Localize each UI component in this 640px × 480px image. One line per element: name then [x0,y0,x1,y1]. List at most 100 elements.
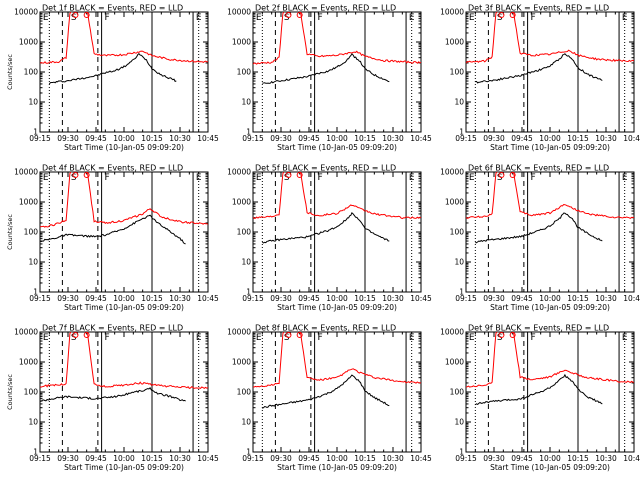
plot-title: Det 8f BLACK = Events, RED = LLD [255,324,396,333]
plot-title: Det 4f BLACK = Events, RED = LLD [42,164,183,173]
x-axis-label: Start Time (10-Jan-05 09:09:20) [490,143,610,152]
x-tick-label: 09:45 [298,454,320,463]
x-axis-label: Start Time (10-Jan-05 09:09:20) [277,463,397,472]
x-tick-label: 10:45 [410,454,432,463]
segment-marker: F [104,13,109,23]
x-tick-label: 10:15 [141,294,163,303]
detector-plot-5: 1 10 100 1000 10000 09:15 09:30 09:45 10:00 10:15… [227,164,432,313]
y-tick-label: 10000 [227,8,251,17]
x-tick-label: 10:00 [326,134,348,143]
x-tick-label: 09:45 [85,454,107,463]
series-line-lld [40,172,208,228]
saturation-marker [296,12,303,18]
x-tick-label: 09:30 [270,134,292,143]
segment-marker: E [196,333,202,343]
segment-marker: E [622,333,628,343]
x-tick-label: 10:45 [197,294,219,303]
segment-marker: E [622,13,628,23]
segment-marker: E [256,173,262,183]
series-line-lld [253,332,421,388]
x-tick-label: 09:45 [511,454,533,463]
detector-plot-8: 1 10 100 1000 10000 09:15 09:30 09:45 10:00 10:15… [227,324,432,473]
series-line-lld [40,332,208,390]
y-tick-label: 1 [459,448,464,457]
segment-marker: S [497,13,503,23]
y-tick-label: 1000 [445,198,464,207]
segment-marker: F [104,173,109,183]
y-tick-label: 10000 [14,8,38,17]
saturation-marker [509,172,516,178]
detector-plot-7: 1 10 100 1000 10000 09:15 09:30 09:45 10:00 10:15… [6,324,219,473]
x-tick-label: 09:30 [270,294,292,303]
plot-frame [39,11,209,133]
y-tick-label: 100 [450,68,465,77]
x-tick-label: 10:45 [623,454,640,463]
y-tick-label: 1 [459,128,464,137]
segment-marker: F [317,333,322,343]
x-tick-label: 09:30 [57,134,79,143]
series-line-lld [466,332,634,388]
y-tick-label: 10 [454,418,464,427]
saturation-marker [296,332,303,338]
series-line-events [262,52,390,84]
x-tick-label: 10:15 [141,454,163,463]
x-tick-label: 10:00 [326,454,348,463]
y-tick-label: 10 [28,98,38,107]
x-tick-label: 10:15 [567,134,589,143]
y-tick-label: 10000 [440,8,464,17]
y-tick-label: 10 [454,258,464,267]
x-tick-label: 10:15 [354,134,376,143]
segment-marker: S [284,333,290,343]
saturation-marker [72,332,79,338]
x-tick-label: 09:30 [270,454,292,463]
x-tick-label: 10:30 [595,294,617,303]
x-tick-label: 09:45 [511,134,533,143]
plot-title: Det 2f BLACK = Events, RED = LLD [255,4,396,13]
series-line-events [40,214,186,245]
plot-title: Det 5f BLACK = Events, RED = LLD [255,164,396,173]
segment-marker: E [469,173,475,183]
y-tick-label: 100 [24,228,39,237]
x-tick-label: 09:30 [57,294,79,303]
plot-title: Det 7f BLACK = Events, RED = LLD [42,324,183,333]
series-line-lld [466,172,634,220]
segment-marker: F [317,173,322,183]
y-tick-label: 100 [450,388,465,397]
segment-marker: E [469,13,475,23]
x-tick-label: 09:30 [483,134,505,143]
x-axis-label: Start Time (10-Jan-05 09:09:20) [64,303,184,312]
x-tick-label: 09:45 [511,294,533,303]
saturation-marker [83,12,90,18]
x-tick-label: 10:45 [197,134,219,143]
series-line-events [262,211,390,244]
y-tick-label: 100 [237,388,252,397]
y-tick-label: 1 [33,128,38,137]
segment-marker: S [71,173,77,183]
x-tick-label: 10:30 [382,454,404,463]
x-tick-label: 10:15 [567,454,589,463]
segment-marker: S [71,333,77,343]
x-tick-label: 09:30 [483,294,505,303]
plot-frame [465,331,635,453]
segment-marker: E [622,173,628,183]
x-axis-label: Start Time (10-Jan-05 09:09:20) [64,143,184,152]
x-tick-label: 10:00 [113,454,135,463]
plot-frame [252,11,422,133]
x-tick-label: 09:15 [29,134,51,143]
x-tick-label: 09:15 [455,294,477,303]
plot-title: Det 1f BLACK = Events, RED = LLD [42,4,183,13]
segment-marker: S [497,333,503,343]
series-line-events [475,53,603,84]
x-axis-label: Start Time (10-Jan-05 09:09:20) [277,143,397,152]
y-tick-label: 10 [241,258,251,267]
detector-plot-3: 1 10 100 1000 10000 09:15 09:30 09:45 10:00 10:15… [440,4,640,153]
y-tick-label: 1 [459,288,464,297]
x-tick-label: 10:00 [113,294,135,303]
x-tick-label: 10:00 [539,294,561,303]
x-tick-label: 10:15 [354,454,376,463]
y-tick-label: 1000 [445,38,464,47]
y-tick-label: 100 [450,228,465,237]
segment-marker: F [317,13,322,23]
segment-marker: E [409,173,415,183]
plot-title: Det 6f BLACK = Events, RED = LLD [468,164,609,173]
